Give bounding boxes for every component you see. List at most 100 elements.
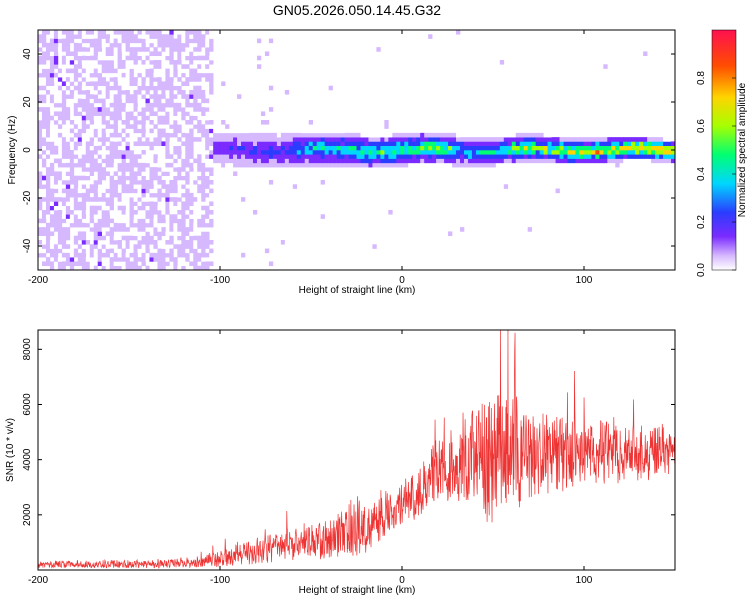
heatmap-cell [109, 77, 114, 82]
heatmap-cell [165, 137, 170, 142]
heatmap-cell [57, 162, 63, 168]
heatmap-cell [197, 137, 202, 142]
heatmap-cell [420, 145, 425, 151]
heatmap-cell [109, 42, 114, 48]
heatmap-cell [181, 171, 186, 177]
heatmap-cell [579, 158, 584, 164]
heatmap-cell [57, 132, 63, 138]
heatmap-cell [41, 42, 47, 48]
heatmap-cell [444, 141, 449, 147]
heatmap-cell [121, 154, 126, 159]
heatmap-cell [149, 154, 154, 159]
heatmap-cell [205, 55, 210, 61]
heatmap-cell [531, 145, 536, 151]
heatmap-cell [181, 184, 186, 189]
heatmap-cell [38, 240, 43, 245]
heatmap-cell [121, 120, 126, 125]
heatmap-cell [41, 68, 47, 74]
heatmap-cell [487, 141, 493, 147]
heatmap-cell [97, 90, 102, 95]
heatmap-cell [113, 132, 118, 138]
heatmap-cell [408, 145, 413, 151]
heatmap-cell [432, 132, 437, 138]
heatmap-cell [53, 235, 59, 241]
heatmap-cell [85, 167, 91, 172]
heatmap-cell [527, 154, 532, 159]
heatmap-cell [372, 167, 377, 172]
heatmap-cell [205, 141, 210, 147]
heatmap-cell [181, 162, 186, 168]
heatmap-cell [663, 145, 668, 151]
heatmap-cell [85, 210, 91, 215]
heatmap-cell [137, 227, 142, 232]
heatmap-cell [376, 141, 381, 147]
heatmap-cell [149, 72, 154, 78]
heatmap-cell [145, 214, 150, 219]
heatmap-cell [260, 145, 266, 151]
heatmap-cell [89, 132, 95, 138]
heatmap-cell [177, 120, 182, 125]
heatmap-cell [53, 64, 59, 69]
heatmap-cell [129, 210, 134, 215]
heatmap-cell [133, 132, 138, 138]
heatmap-cell [169, 55, 174, 61]
heatmap-cell [543, 90, 548, 95]
heatmap-cell [49, 218, 55, 224]
heatmap-cell [304, 145, 310, 151]
heatmap-cell [320, 150, 325, 155]
heatmap-cell [217, 141, 222, 147]
heatmap-cell [639, 145, 644, 151]
colorbar-tick-label: 0.6 [696, 119, 707, 133]
heatmap-cell [284, 90, 290, 95]
heatmap-cell [643, 137, 648, 142]
heatmap-cell [173, 120, 178, 125]
heatmap-cell [452, 150, 457, 155]
heatmap-cell [89, 252, 95, 258]
heatmap-cell [101, 158, 106, 164]
heatmap-cell [197, 257, 202, 262]
heatmap-cell [233, 154, 238, 159]
heatmap-cell [280, 162, 286, 168]
heatmap-cell [328, 137, 333, 142]
heatmap-cell [149, 235, 154, 241]
heatmap-cell [209, 38, 214, 44]
heatmap-cell [65, 201, 71, 207]
heatmap-cell [145, 171, 150, 177]
heatmap-cell [38, 124, 43, 129]
heatmap-cell [615, 162, 620, 168]
heatmap-cell [109, 261, 114, 267]
heatmap-cell [193, 197, 198, 202]
heatmap-cell [38, 90, 43, 95]
heatmap-cell [61, 47, 67, 52]
heatmap-cell [61, 115, 67, 121]
heatmap-cell [328, 154, 333, 159]
heatmap-cell [41, 55, 47, 61]
heatmap-cell [340, 162, 345, 168]
heatmap-cell [85, 51, 91, 57]
heatmap-cell [57, 115, 63, 121]
heatmap-cell [320, 162, 325, 168]
heatmap-cell [444, 158, 449, 164]
heatmap-cell [643, 51, 648, 57]
heatmap-cell [109, 55, 114, 61]
heatmap-cell [41, 184, 47, 189]
heatmap-cell [165, 214, 170, 219]
heatmap-cell [97, 34, 102, 39]
heatmap-cell [388, 210, 393, 215]
heatmap-cell [81, 102, 87, 108]
heatmap-cell [193, 115, 198, 121]
heatmap-cell [105, 68, 110, 74]
x-tick-label: -100 [210, 575, 230, 586]
heatmap-cell [336, 128, 341, 134]
heatmap-cell [603, 137, 608, 142]
heatmap-cell [109, 167, 114, 172]
heatmap-cell [153, 231, 158, 237]
heatmap-cell [587, 158, 592, 164]
heatmap-cell [436, 132, 441, 138]
heatmap-cell [491, 154, 497, 159]
heatmap-cell [233, 132, 238, 138]
heatmap-cell [659, 145, 664, 151]
heatmap-cell [189, 51, 194, 57]
heatmap-cell [121, 205, 126, 211]
colorbar-tick-label: 0.8 [696, 71, 707, 85]
